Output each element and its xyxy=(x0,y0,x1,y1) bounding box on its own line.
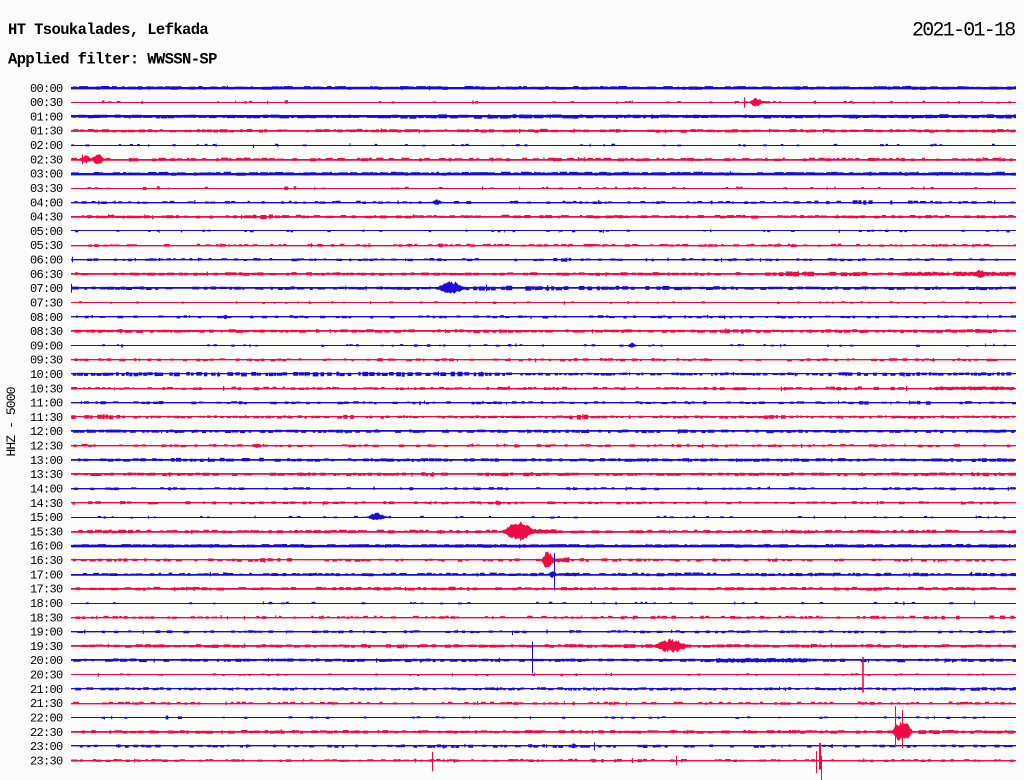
svg-text:07:30: 07:30 xyxy=(30,296,63,310)
svg-text:22:30: 22:30 xyxy=(30,726,63,740)
svg-text:06:30: 06:30 xyxy=(30,268,63,282)
svg-text:Applied filter: WWSSN-SP: Applied filter: WWSSN-SP xyxy=(8,51,217,69)
svg-text:06:00: 06:00 xyxy=(30,254,63,268)
svg-text:03:00: 03:00 xyxy=(30,168,63,182)
svg-text:01:00: 01:00 xyxy=(30,110,63,124)
svg-text:00:30: 00:30 xyxy=(30,96,63,110)
svg-text:07:00: 07:00 xyxy=(30,282,63,296)
svg-text:16:30: 16:30 xyxy=(30,554,63,568)
svg-text:02:30: 02:30 xyxy=(30,153,63,167)
svg-text:00:00: 00:00 xyxy=(30,82,63,96)
svg-text:18:30: 18:30 xyxy=(30,611,63,625)
svg-text:14:30: 14:30 xyxy=(30,497,63,511)
svg-text:2021-01-18: 2021-01-18 xyxy=(912,20,1015,43)
svg-text:17:00: 17:00 xyxy=(30,568,63,582)
svg-text:11:00: 11:00 xyxy=(30,397,63,411)
svg-text:HHZ - 5000: HHZ - 5000 xyxy=(4,387,19,456)
svg-text:23:30: 23:30 xyxy=(30,754,63,768)
svg-text:12:00: 12:00 xyxy=(30,425,63,439)
svg-text:14:00: 14:00 xyxy=(30,483,63,497)
svg-text:08:00: 08:00 xyxy=(30,311,63,325)
svg-text:18:00: 18:00 xyxy=(30,597,63,611)
svg-text:23:00: 23:00 xyxy=(30,740,63,754)
svg-text:17:30: 17:30 xyxy=(30,583,63,597)
svg-text:22:00: 22:00 xyxy=(30,711,63,725)
svg-text:21:30: 21:30 xyxy=(30,697,63,711)
svg-text:19:00: 19:00 xyxy=(30,626,63,640)
svg-text:03:30: 03:30 xyxy=(30,182,63,196)
svg-text:04:30: 04:30 xyxy=(30,211,63,225)
svg-text:04:00: 04:00 xyxy=(30,196,63,210)
svg-text:10:00: 10:00 xyxy=(30,368,63,382)
svg-text:13:00: 13:00 xyxy=(30,454,63,468)
svg-text:16:00: 16:00 xyxy=(30,540,63,554)
svg-text:20:00: 20:00 xyxy=(30,654,63,668)
svg-text:05:00: 05:00 xyxy=(30,225,63,239)
svg-text:HT Tsoukalades, Lefkada: HT Tsoukalades, Lefkada xyxy=(8,21,208,39)
svg-text:15:30: 15:30 xyxy=(30,525,63,539)
svg-text:01:30: 01:30 xyxy=(30,125,63,139)
svg-text:15:00: 15:00 xyxy=(30,511,63,525)
svg-text:09:30: 09:30 xyxy=(30,354,63,368)
svg-text:09:00: 09:00 xyxy=(30,339,63,353)
svg-text:11:30: 11:30 xyxy=(30,411,63,425)
svg-text:08:30: 08:30 xyxy=(30,325,63,339)
svg-text:13:30: 13:30 xyxy=(30,468,63,482)
svg-text:02:00: 02:00 xyxy=(30,139,63,153)
svg-text:20:30: 20:30 xyxy=(30,669,63,683)
svg-text:19:30: 19:30 xyxy=(30,640,63,654)
svg-text:12:30: 12:30 xyxy=(30,440,63,454)
svg-text:21:00: 21:00 xyxy=(30,683,63,697)
svg-text:10:30: 10:30 xyxy=(30,382,63,396)
svg-text:05:30: 05:30 xyxy=(30,239,63,253)
